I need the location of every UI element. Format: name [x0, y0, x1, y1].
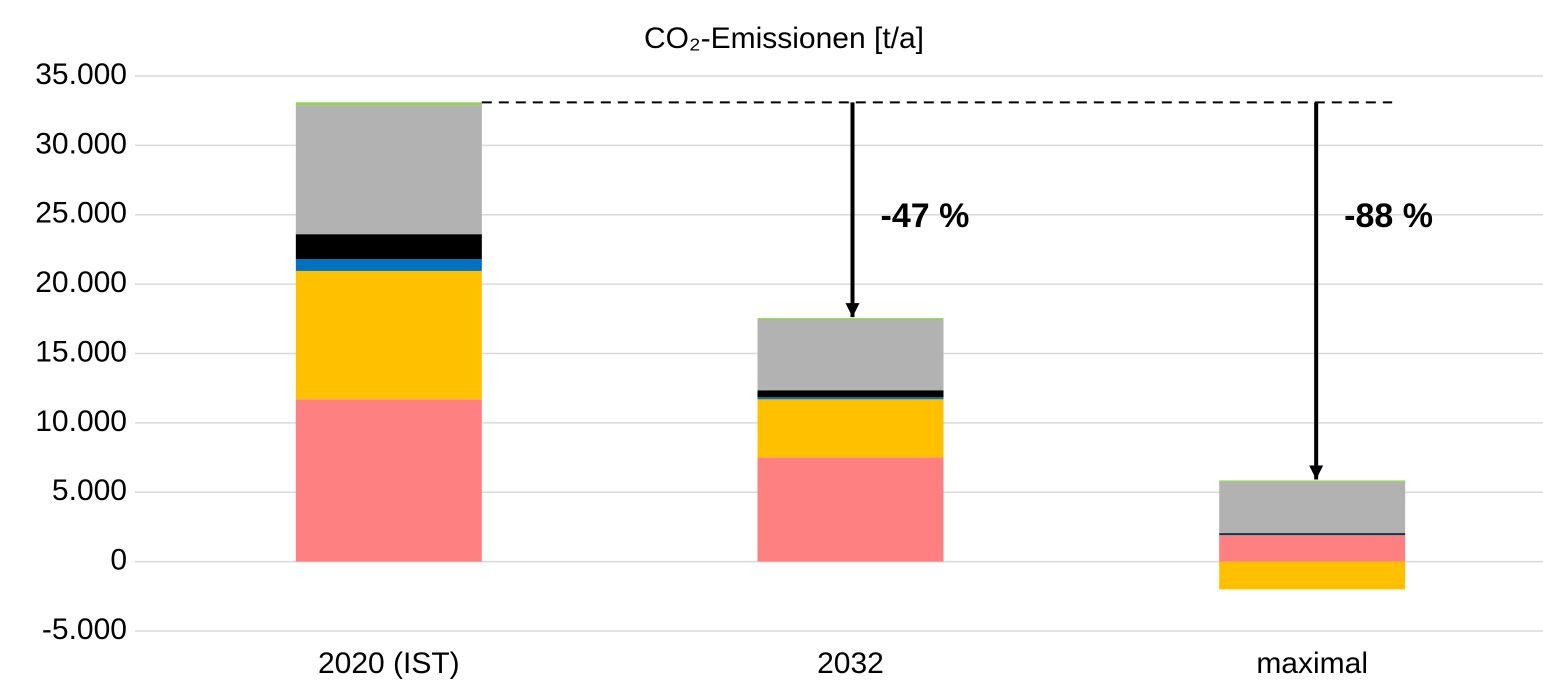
- y-tick-label: 20.000: [35, 266, 127, 299]
- bar-segment: [1219, 481, 1406, 534]
- y-tick-label: 25.000: [35, 197, 127, 230]
- bar-segment: [1219, 561, 1406, 590]
- x-tick-label: 2020 (IST): [318, 647, 460, 680]
- bar-segment: [295, 399, 482, 562]
- y-tick-label: 0: [110, 544, 127, 577]
- bar-segment: [757, 457, 944, 562]
- bar-segment: [757, 399, 944, 458]
- chart-title: CO₂-Emissionen [t/a]: [644, 22, 924, 55]
- x-tick-label: 2032: [817, 647, 884, 680]
- bar-segment: [757, 318, 944, 320]
- x-tick-label: maximal: [1256, 647, 1368, 680]
- bar-segment: [757, 319, 944, 391]
- y-tick-label: -5.000: [42, 613, 127, 646]
- y-tick-label: 30.000: [35, 127, 127, 160]
- bar-segment: [1219, 534, 1406, 536]
- bar-segment: [1219, 533, 1406, 535]
- bar-segment: [295, 234, 482, 260]
- bar-segment: [295, 102, 482, 106]
- y-tick-label: 15.000: [35, 335, 127, 368]
- bar-segment: [757, 397, 944, 400]
- bar-segment: [295, 270, 482, 400]
- y-tick-label: 10.000: [35, 405, 127, 438]
- annotation: -47 %: [881, 197, 970, 235]
- bar-segment: [1219, 535, 1406, 562]
- bar-segment: [295, 259, 482, 271]
- annotation: -88 %: [1344, 197, 1433, 235]
- y-tick-label: 5.000: [52, 474, 127, 507]
- bar-segment: [757, 390, 944, 398]
- bar-segment: [295, 105, 482, 235]
- y-tick-label: 35.000: [35, 58, 127, 91]
- bar-segment: [1219, 480, 1406, 482]
